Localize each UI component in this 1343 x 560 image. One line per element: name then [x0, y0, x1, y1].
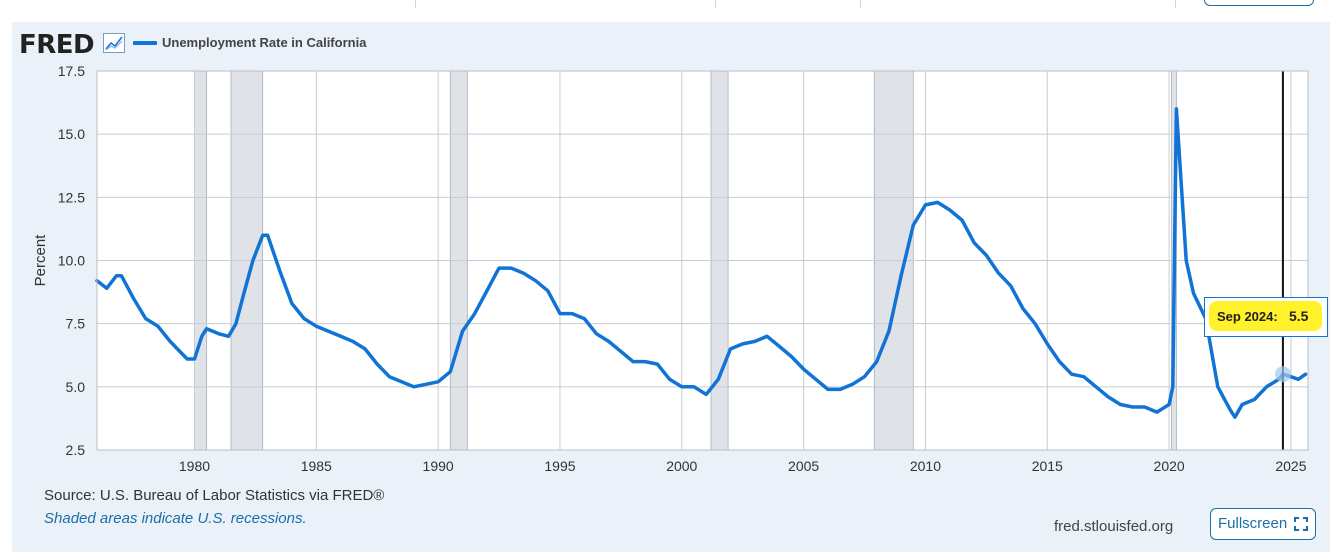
toolbar-divider [415, 0, 416, 8]
fullscreen-icon [1294, 517, 1309, 532]
y-tick-label: 15.0 [58, 126, 85, 142]
series-line [95, 107, 1308, 419]
data-tooltip: Sep 2024: 5.5 [1204, 297, 1328, 337]
y-tick-label: 17.5 [58, 63, 85, 79]
source-note: Source: U.S. Bureau of Labor Statistics … [44, 487, 385, 504]
toolbar-divider [715, 0, 716, 8]
fullscreen-button[interactable]: Fullscreen [1210, 508, 1316, 540]
tooltip-value: 5.5 [1289, 308, 1309, 324]
x-tick-label: 1995 [544, 458, 575, 474]
x-tick-label: 2005 [788, 458, 819, 474]
site-url[interactable]: fred.stlouisfed.org [1054, 518, 1174, 535]
y-tick-label: 2.5 [66, 442, 86, 458]
x-tick-label: 2010 [910, 458, 941, 474]
legend-swatch [133, 41, 157, 45]
plot-border [96, 70, 1309, 451]
y-axis-label: Percent [32, 234, 49, 287]
trend-chart-icon [103, 33, 125, 53]
fullscreen-label: Fullscreen [1218, 515, 1288, 532]
y-tick-label: 10.0 [58, 253, 85, 269]
x-tick-label: 1985 [301, 458, 332, 474]
highlight-point [1274, 366, 1291, 383]
toolbar-divider [860, 0, 861, 8]
y-tick-label: 12.5 [58, 189, 85, 205]
legend-label: Unemployment Rate in California [162, 35, 367, 50]
y-tick-label: 7.5 [66, 316, 86, 332]
x-tick-label: 1990 [423, 458, 454, 474]
tooltip-date: Sep 2024: [1217, 309, 1278, 324]
x-tick-label: 2000 [666, 458, 697, 474]
top-toolbar-strip [0, 0, 1343, 22]
fred-logo[interactable]: FRED [19, 30, 95, 60]
x-tick-label: 2020 [1154, 458, 1185, 474]
x-tick-label: 1980 [179, 458, 210, 474]
tooltip-highlight [1209, 301, 1322, 331]
y-tick-label: 5.0 [66, 379, 86, 395]
toolbar-divider [1175, 0, 1176, 8]
recession-note: Shaded areas indicate U.S. recessions. [44, 510, 307, 527]
x-tick-label: 2015 [1032, 458, 1063, 474]
x-tick-label: 2025 [1275, 458, 1306, 474]
